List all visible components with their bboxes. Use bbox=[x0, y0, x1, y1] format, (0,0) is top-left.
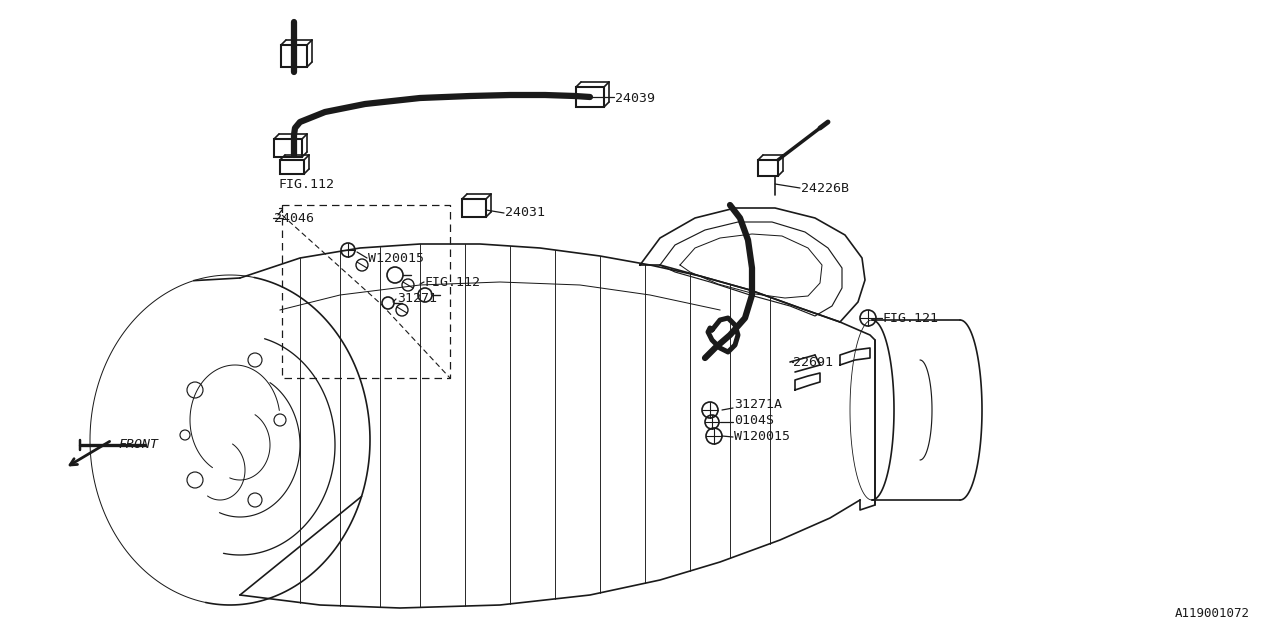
Text: W120015: W120015 bbox=[733, 431, 790, 444]
Text: 24046: 24046 bbox=[274, 211, 314, 225]
Text: W120015: W120015 bbox=[369, 252, 424, 264]
Bar bbox=[282, 45, 307, 67]
Bar bbox=[280, 160, 305, 174]
Text: FRONT: FRONT bbox=[118, 438, 157, 451]
Bar bbox=[758, 160, 778, 176]
Bar bbox=[576, 87, 604, 107]
Bar bbox=[462, 199, 486, 217]
Text: 0104S: 0104S bbox=[733, 415, 774, 428]
Text: FIG.112: FIG.112 bbox=[279, 179, 335, 191]
Text: FIG.112: FIG.112 bbox=[425, 275, 481, 289]
Text: FIG.121: FIG.121 bbox=[883, 312, 940, 324]
Text: 24031: 24031 bbox=[506, 207, 545, 220]
Text: A119001072: A119001072 bbox=[1175, 607, 1251, 620]
Text: 24226B: 24226B bbox=[801, 182, 849, 195]
Text: 24039: 24039 bbox=[614, 92, 655, 104]
Text: 22691: 22691 bbox=[794, 355, 833, 369]
Text: 31271A: 31271A bbox=[733, 399, 782, 412]
Bar bbox=[274, 139, 302, 157]
Text: 31271: 31271 bbox=[397, 292, 436, 305]
